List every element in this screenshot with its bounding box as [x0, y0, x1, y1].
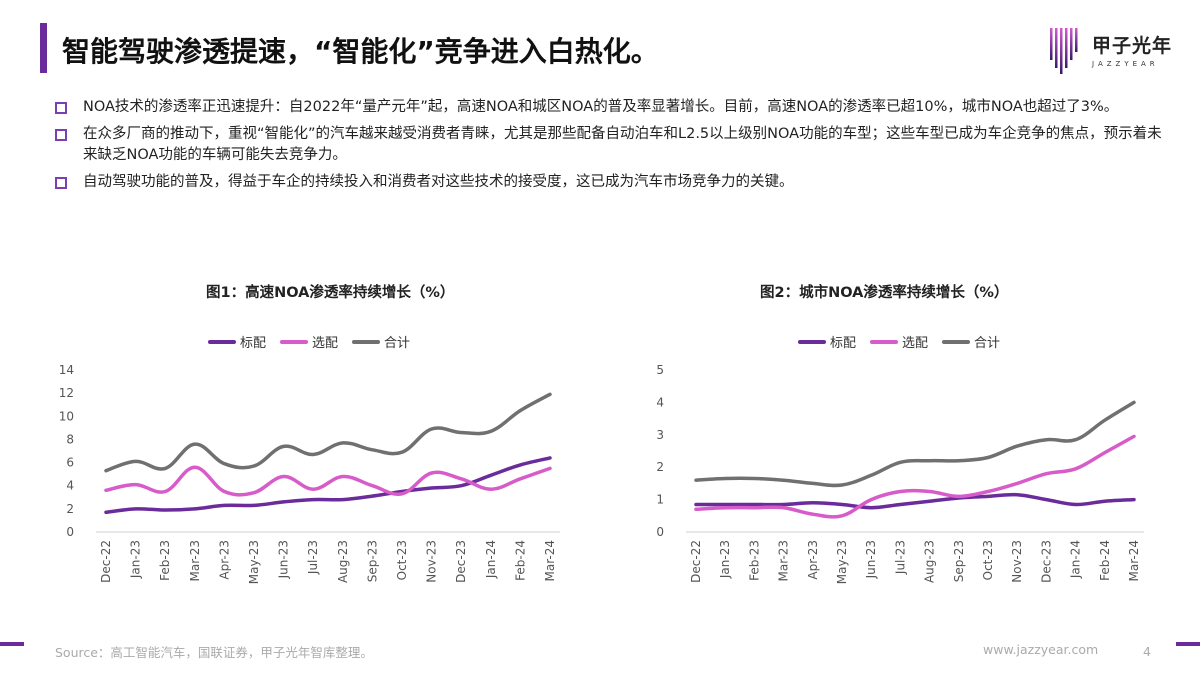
y-tick-label: 8 [66, 432, 74, 446]
x-tick-label: Jul-23 [306, 540, 320, 575]
legend-swatch [798, 339, 826, 344]
y-tick-label: 3 [656, 428, 664, 442]
legend-label: 标配 [830, 336, 857, 351]
y-tick-label: 4 [66, 479, 74, 493]
footer-accent-right [1176, 642, 1200, 646]
x-tick-label: Jan-23 [129, 540, 143, 579]
x-tick-label: Feb-24 [513, 540, 527, 581]
x-tick-label: May-23 [835, 540, 849, 584]
legend-label: 选配 [312, 336, 339, 351]
y-tick-label: 6 [66, 456, 74, 470]
x-tick-label: Nov-23 [425, 540, 439, 583]
page-title: 智能驾驶渗透提速，“智能化”竞争进入白热化。 [62, 35, 659, 68]
series-line-合计 [694, 400, 1136, 488]
x-tick-label: Dec-22 [689, 540, 703, 583]
page-number: 4 [1143, 644, 1151, 659]
logo-mark-icon [1050, 28, 1078, 74]
legend-label: 标配 [240, 336, 267, 351]
x-tick-label: Mar-23 [188, 540, 202, 581]
footer-accent-left [0, 642, 24, 646]
logo-text: 甲子光年 [1092, 35, 1173, 57]
x-tick-label: Jan-24 [1069, 540, 1083, 579]
legend-swatch [352, 339, 381, 344]
bullet-item: 自动驾驶功能的普及，得益于车企的持续投入和消费者对这些技术的接受度，这已成为汽车… [55, 172, 1165, 193]
y-tick-label: 12 [59, 386, 74, 400]
chart1-legend: 标配 选配 合计 [208, 332, 410, 351]
website-link[interactable]: www.jazzyear.com [983, 642, 1099, 657]
legend-item: 合计 [942, 332, 1000, 351]
y-tick-label: 10 [59, 409, 74, 423]
y-tick-label: 14 [59, 363, 74, 377]
legend-item: 选配 [280, 332, 338, 351]
y-tick-label: 4 [656, 395, 664, 409]
y-tick-label: 2 [66, 502, 74, 516]
y-tick-label: 1 [656, 493, 664, 507]
x-tick-label: Feb-23 [158, 540, 172, 581]
bullet-item: NOA技术的渗透率正迅速提升：自2022年“量产元年”起，高速NOA和城区NOA… [55, 97, 1165, 118]
legend-swatch [942, 339, 971, 344]
legend-item: 标配 [208, 332, 266, 351]
bullet-square-icon [55, 129, 67, 141]
y-tick-label: 2 [656, 460, 664, 474]
bullet-text: 在众多厂商的推动下，重视“智能化”的汽车越来越受消费者青睐，尤其是那些配备自动泊… [83, 126, 1162, 163]
chart2-plot: 0 1 2 3 4 5 Dec-22 Jan-23 Feb-23 Mar-23 Apr-23 May-… [656, 363, 1144, 584]
x-tick-label: May-23 [247, 540, 261, 584]
brand-logo: 甲子光年 JAZZYEAR [1040, 22, 1173, 78]
chart2-title: 图2：城市NOA渗透率持续增长（%） [760, 285, 1009, 301]
bullet-text: 自动驾驶功能的普及，得益于车企的持续投入和消费者对这些技术的接受度，这已成为汽车… [83, 174, 794, 190]
series-line-选配 [104, 465, 552, 497]
legend-swatch [870, 339, 899, 344]
x-tick-label: Oct-23 [395, 540, 409, 580]
y-tick-label: 0 [656, 525, 664, 539]
x-tick-label: Jan-24 [484, 540, 498, 579]
chart1-title: 图1：高速NOA渗透率持续增长（%） [206, 285, 455, 301]
bullet-item: 在众多厂商的推动下，重视“智能化”的汽车越来越受消费者青睐，尤其是那些配备自动泊… [55, 124, 1165, 166]
x-tick-label: Apr-23 [217, 540, 231, 580]
x-tick-label: Aug-23 [336, 540, 350, 583]
x-tick-label: Jun-23 [277, 540, 291, 579]
x-tick-label: Dec-23 [454, 540, 468, 583]
y-tick-label: 0 [66, 525, 74, 539]
legend-label: 选配 [902, 336, 929, 351]
legend-label: 合计 [974, 336, 1001, 351]
x-tick-label: Jan-23 [718, 540, 732, 579]
bullet-square-icon [55, 177, 67, 189]
x-tick-label: Feb-23 [747, 540, 761, 581]
legend-item: 选配 [870, 332, 928, 351]
source-note: Source：高工智能汽车，国联证券，甲子光年智库整理。 [55, 645, 373, 660]
x-tick-label: Mar-23 [777, 540, 791, 581]
legend-label: 合计 [384, 336, 411, 351]
y-tick-label: 5 [656, 363, 664, 377]
x-tick-label: Feb-24 [1098, 540, 1112, 581]
x-tick-label: Apr-23 [806, 540, 820, 580]
legend-swatch [280, 339, 309, 344]
x-tick-label: Mar-24 [543, 540, 557, 581]
x-tick-label: Sep-23 [365, 540, 379, 582]
bullet-square-icon [55, 102, 67, 114]
title-accent-bar [40, 23, 47, 73]
logo-subtext: JAZZYEAR [1092, 60, 1159, 68]
legend-item: 合计 [352, 332, 410, 351]
x-tick-label: Mar-24 [1127, 540, 1141, 581]
bullet-list: NOA技术的渗透率正迅速提升：自2022年“量产元年”起，高速NOA和城区NOA… [55, 97, 1165, 199]
series-line-标配 [694, 492, 1136, 510]
x-tick-label: Aug-23 [923, 540, 937, 583]
x-tick-label: Oct-23 [981, 540, 995, 580]
x-tick-label: Sep-23 [952, 540, 966, 582]
chart1-plot: 0 2 4 6 8 10 12 14 Dec-22 Jan-23 Feb-23 Mar-23 Apr-2… [59, 363, 560, 584]
x-tick-label: Dec-23 [1039, 540, 1053, 583]
x-tick-label: Nov-23 [1010, 540, 1024, 583]
legend-swatch [208, 339, 236, 344]
bullet-text: NOA技术的渗透率正迅速提升：自2022年“量产元年”起，高速NOA和城区NOA… [83, 99, 1119, 115]
x-tick-label: Jul-23 [893, 540, 907, 575]
series-line-选配 [694, 434, 1136, 519]
legend-item: 标配 [798, 332, 856, 351]
series-line-合计 [104, 392, 552, 473]
x-tick-label: Dec-22 [99, 540, 113, 583]
chart2-legend: 标配 选配 合计 [798, 332, 1000, 351]
series-line-标配 [104, 456, 552, 515]
x-tick-label: Jun-23 [864, 540, 878, 579]
